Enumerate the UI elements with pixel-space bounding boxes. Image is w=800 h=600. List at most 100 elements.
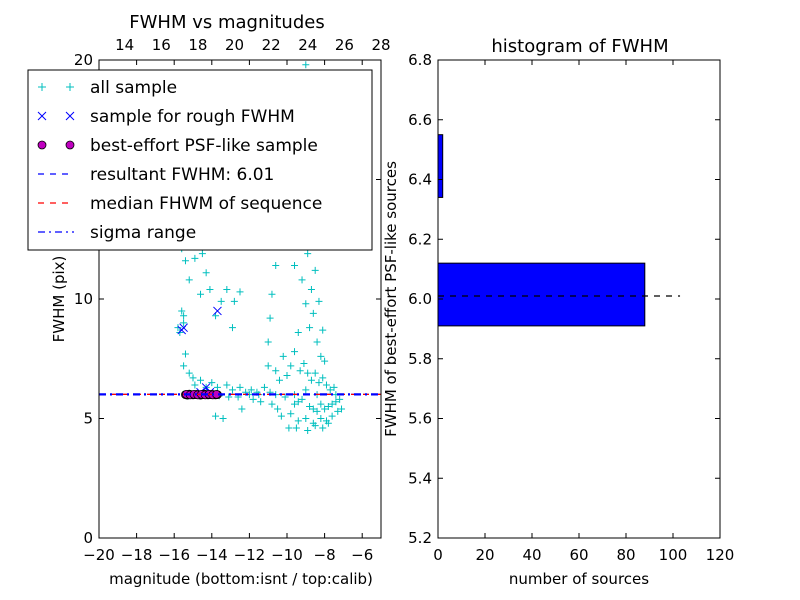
left-y-tick-label: 10 — [74, 290, 93, 308]
all-sample-point — [328, 400, 336, 408]
all-sample-point — [206, 285, 214, 293]
legend-label: best-effort PSF-like sample — [90, 136, 318, 156]
all-sample-point — [287, 410, 295, 418]
right-chart-title: histogram of FWHM — [491, 36, 668, 57]
all-sample-point — [197, 290, 205, 298]
all-sample-point — [326, 386, 334, 394]
all-sample-point — [174, 324, 182, 332]
left-top-x-tick-label: 14 — [115, 36, 134, 54]
right-y-tick-label: 6.0 — [408, 290, 432, 308]
all-sample-point — [217, 297, 225, 305]
right-x-tick-label: 60 — [569, 546, 588, 564]
all-sample-point — [307, 376, 315, 384]
all-sample-point — [180, 319, 188, 327]
right-y-axis-label: FWHM of best-effort PSF-like sources — [382, 161, 400, 437]
legend-label: sample for rough FWHM — [90, 107, 295, 127]
right-x-tick-label: 100 — [659, 546, 688, 564]
all-sample-point — [219, 415, 227, 422]
left-top-x-tick-label: 18 — [188, 36, 207, 54]
all-sample-point — [277, 412, 285, 420]
right-x-tick-label: 80 — [616, 546, 635, 564]
left-x-ticks: −20 −18 −16 −14 −12 −10 −8 −6 — [83, 60, 373, 564]
left-x-tick-label: −6 — [351, 546, 373, 564]
legend-item: median FHWM of sequence — [38, 194, 322, 214]
all-sample-point — [292, 424, 300, 432]
all-sample-point — [228, 324, 236, 332]
legend-label: median FHWM of sequence — [90, 194, 322, 214]
all-sample-point — [302, 415, 310, 422]
right-y-tick-label: 6.8 — [408, 51, 432, 69]
right-y-tick-label: 5.4 — [408, 469, 432, 487]
legend-marker — [65, 140, 75, 150]
left-y-tick-label: 20 — [74, 51, 93, 69]
all-sample-point — [336, 395, 344, 403]
left-chart-title: FWHM vs magnitudes — [129, 12, 324, 33]
all-sample-point — [208, 379, 216, 387]
all-sample-point — [236, 288, 244, 296]
legend-item: sigma range — [38, 223, 196, 243]
right-x-tick-label: 40 — [522, 546, 541, 564]
right-x-tick-label: 120 — [706, 546, 735, 564]
legend: all sample sample for rough FWHM best-effo… — [27, 69, 373, 251]
right-chart-marks — [437, 134, 681, 327]
all-sample-point — [181, 257, 189, 265]
all-sample-point — [319, 374, 327, 382]
left-chart: FWHM vs magnitudes −20 −18 −16 −14 −12 −10 −8−… — [27, 12, 391, 588]
all-sample-point — [283, 371, 291, 379]
right-chart: histogram of FWHM 0 20 40 60 80 100 120 5.2 5.4… — [382, 36, 734, 588]
right-x-tick-label: 0 — [433, 546, 443, 564]
all-sample-point — [311, 266, 319, 274]
all-sample-point — [198, 250, 206, 258]
all-sample-point — [296, 367, 304, 375]
all-sample-point — [238, 405, 246, 413]
left-chart-marks — [99, 61, 381, 434]
left-top-x-tick-label: 24 — [298, 36, 317, 54]
all-sample-point — [317, 415, 325, 422]
all-sample-point — [304, 369, 312, 377]
all-sample-point — [223, 285, 231, 293]
legend-marker — [37, 111, 47, 121]
all-sample-point — [324, 403, 332, 411]
left-x-axis-label: magnitude (bottom:isnt / top:calib) — [109, 570, 373, 588]
all-sample-point — [247, 386, 255, 394]
right-y-tick-label: 5.2 — [408, 529, 432, 547]
all-sample-point — [334, 407, 342, 415]
right-y-tick-label: 6.2 — [408, 230, 432, 248]
legend-label: resultant FWHM: 6.01 — [90, 165, 274, 185]
all-sample-point — [324, 419, 332, 427]
right-x-axis-label: number of sources — [509, 570, 649, 588]
all-sample-point — [302, 386, 310, 394]
all-sample-point — [317, 352, 325, 360]
all-sample-point — [236, 383, 244, 391]
all-sample-point — [223, 381, 231, 389]
left-top-x-tick-label: 26 — [335, 36, 354, 54]
all-sample-point — [279, 352, 287, 360]
all-sample-point — [291, 262, 299, 270]
all-sample-point — [228, 386, 236, 394]
all-sample-point — [291, 348, 299, 356]
all-sample-point — [302, 300, 310, 308]
all-sample-point — [332, 398, 340, 406]
legend-marker — [38, 83, 46, 91]
right-y-ticks: 5.2 5.4 5.6 5.8 6.0 6.2 6.4 6.6 6.8 — [408, 51, 720, 547]
all-sample-point — [202, 269, 210, 277]
all-sample-point — [191, 381, 199, 389]
legend-items: all sample sample for rough FWHM best-effo… — [37, 78, 322, 243]
right-y-tick-label: 5.8 — [408, 350, 432, 368]
all-sample-point — [274, 405, 282, 413]
all-sample-point — [328, 412, 336, 420]
all-sample-point — [257, 398, 265, 406]
legend-marker — [66, 83, 74, 91]
all-sample-point — [260, 383, 268, 391]
legend-marker — [37, 140, 47, 150]
all-sample-point — [313, 338, 321, 346]
all-sample-point — [315, 379, 323, 387]
all-sample-point — [321, 357, 329, 365]
legend-box — [27, 69, 373, 251]
all-sample-point — [311, 422, 319, 430]
all-sample-point — [319, 326, 327, 334]
all-sample-point — [266, 314, 274, 322]
all-sample-point — [291, 400, 299, 408]
right-y-tick-label: 6.6 — [408, 111, 432, 129]
